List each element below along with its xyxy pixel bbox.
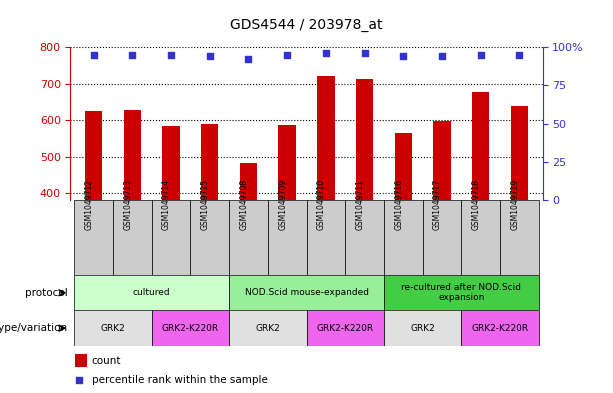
Text: GSM1049714: GSM1049714: [162, 178, 171, 230]
Bar: [422, 200, 461, 275]
Bar: [74, 310, 152, 346]
Bar: [162, 126, 180, 200]
Bar: [74, 200, 113, 275]
Bar: [306, 310, 384, 346]
Text: GDS4544 / 203978_at: GDS4544 / 203978_at: [230, 18, 383, 32]
Point: [514, 51, 524, 58]
Text: GSM1049708: GSM1049708: [240, 178, 248, 230]
Bar: [75, 354, 87, 367]
Point: [437, 53, 447, 59]
Bar: [278, 125, 296, 200]
Bar: [356, 79, 373, 200]
Text: GSM1049717: GSM1049717: [433, 178, 442, 230]
Bar: [461, 310, 539, 346]
Bar: [229, 200, 268, 275]
Point: [360, 50, 370, 57]
Point: [166, 51, 176, 58]
Text: GSM1049711: GSM1049711: [356, 179, 365, 230]
Text: NOD.Scid mouse-expanded: NOD.Scid mouse-expanded: [245, 288, 368, 297]
Text: GSM1049719: GSM1049719: [510, 178, 519, 230]
Bar: [461, 200, 500, 275]
Text: protocol: protocol: [25, 288, 67, 298]
Bar: [268, 200, 306, 275]
Bar: [384, 275, 539, 310]
Bar: [306, 200, 345, 275]
Text: GRK2-K220R: GRK2-K220R: [162, 324, 219, 332]
Bar: [152, 310, 229, 346]
Bar: [201, 124, 218, 200]
Point: [128, 51, 137, 58]
Bar: [433, 121, 451, 200]
Text: percentile rank within the sample: percentile rank within the sample: [92, 375, 268, 386]
Text: GSM1049715: GSM1049715: [201, 178, 210, 230]
Point: [89, 51, 99, 58]
Text: GSM1049713: GSM1049713: [123, 178, 132, 230]
Bar: [229, 310, 306, 346]
Point: [74, 377, 84, 384]
Text: genotype/variation: genotype/variation: [0, 323, 67, 333]
Bar: [317, 76, 335, 200]
Point: [476, 51, 485, 58]
Point: [205, 53, 215, 59]
Text: GSM1049718: GSM1049718: [471, 179, 481, 230]
Point: [321, 50, 331, 57]
Bar: [472, 92, 489, 200]
Bar: [384, 200, 422, 275]
Bar: [152, 200, 191, 275]
Text: GRK2: GRK2: [410, 324, 435, 332]
Bar: [384, 310, 461, 346]
Bar: [511, 106, 528, 200]
Bar: [229, 275, 384, 310]
Text: re-cultured after NOD.Scid
expansion: re-cultured after NOD.Scid expansion: [402, 283, 521, 303]
Bar: [345, 200, 384, 275]
Text: GRK2: GRK2: [101, 324, 126, 332]
Bar: [74, 275, 229, 310]
Text: GRK2-K220R: GRK2-K220R: [471, 324, 528, 332]
Point: [282, 51, 292, 58]
Text: GRK2-K220R: GRK2-K220R: [317, 324, 374, 332]
Text: GSM1049716: GSM1049716: [394, 178, 403, 230]
Point: [243, 56, 253, 62]
Text: GRK2: GRK2: [256, 324, 280, 332]
Text: cultured: cultured: [133, 288, 170, 297]
Text: count: count: [92, 356, 121, 366]
Bar: [395, 133, 412, 200]
Text: GSM1049712: GSM1049712: [85, 179, 94, 230]
Bar: [85, 111, 102, 200]
Text: GSM1049709: GSM1049709: [278, 178, 287, 230]
Text: GSM1049710: GSM1049710: [317, 178, 326, 230]
Bar: [191, 200, 229, 275]
Bar: [113, 200, 152, 275]
Bar: [500, 200, 539, 275]
Point: [398, 53, 408, 59]
Bar: [240, 163, 257, 200]
Bar: [124, 110, 141, 200]
